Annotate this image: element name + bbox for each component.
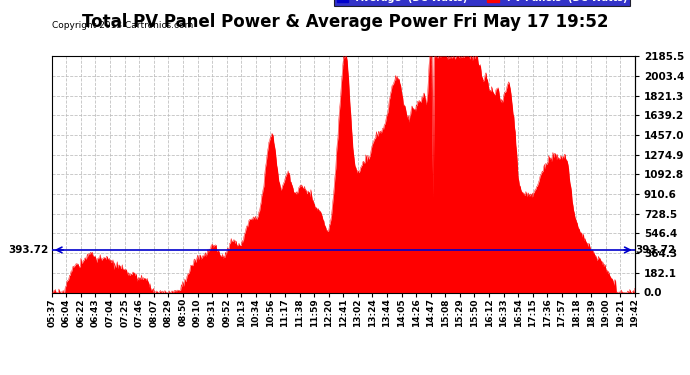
Text: Copyright 2013 Cartronics.com: Copyright 2013 Cartronics.com — [52, 21, 194, 30]
Text: Total PV Panel Power & Average Power Fri May 17 19:52: Total PV Panel Power & Average Power Fri… — [81, 13, 609, 31]
Text: 393.72: 393.72 — [8, 245, 49, 255]
Legend: Average  (DC Watts), PV Panels  (DC Watts): Average (DC Watts), PV Panels (DC Watts) — [334, 0, 630, 6]
Text: 393.72: 393.72 — [635, 245, 676, 255]
